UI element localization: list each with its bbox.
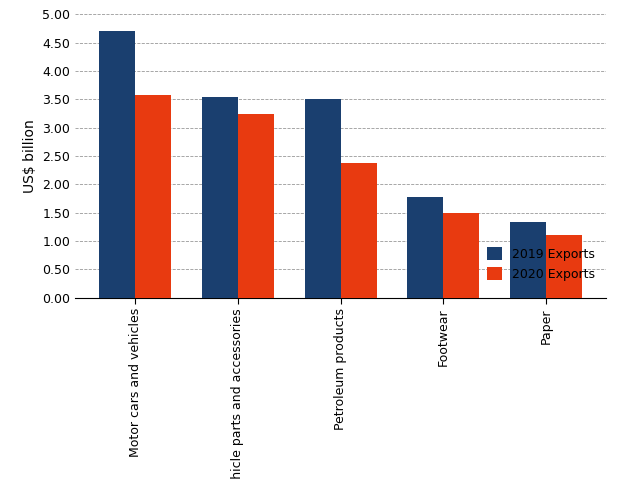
Y-axis label: US$ billion: US$ billion — [22, 119, 37, 193]
Bar — [341, 163, 377, 298]
Bar — [546, 235, 582, 298]
Bar — [202, 96, 238, 298]
Bar — [304, 99, 341, 298]
Bar — [238, 114, 274, 298]
Bar — [135, 95, 171, 298]
Bar — [99, 31, 135, 298]
Legend: 2019 Exports, 2020 Exports: 2019 Exports, 2020 Exports — [482, 242, 600, 286]
Bar — [443, 213, 479, 298]
Bar — [510, 222, 546, 298]
Bar — [408, 197, 443, 298]
